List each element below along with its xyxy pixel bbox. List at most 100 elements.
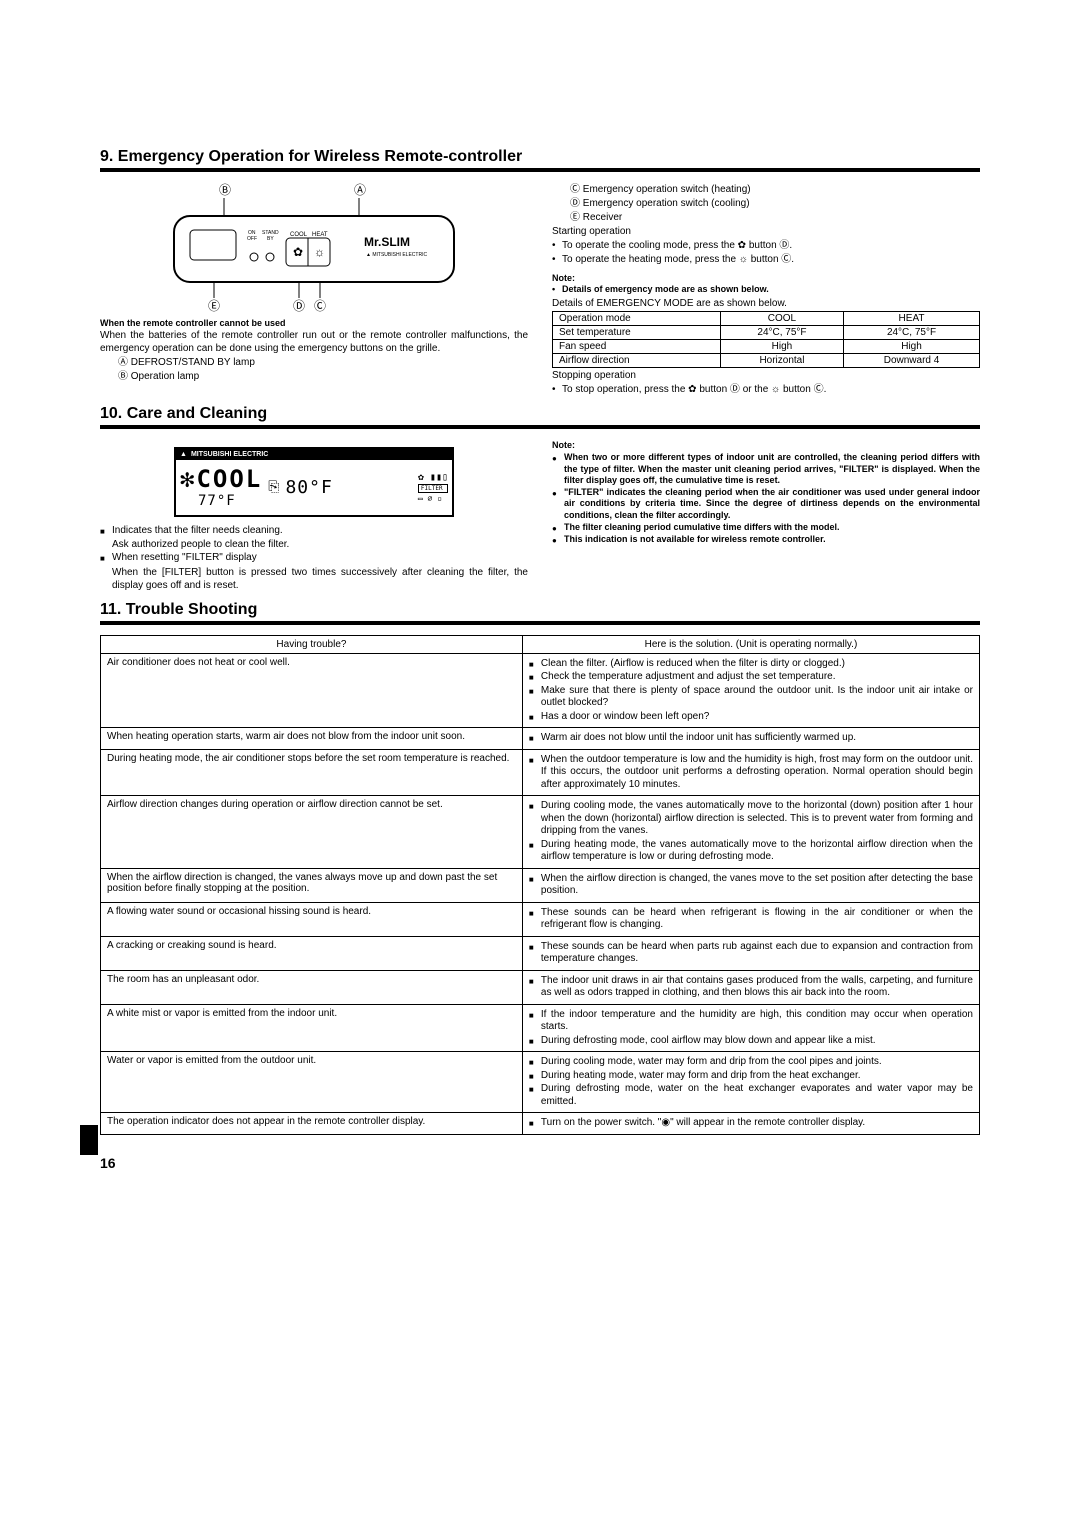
trouble-a: Warm air does not blow until the indoor …	[522, 728, 979, 750]
trouble-q: The room has an unpleasant odor.	[101, 970, 523, 1004]
side-tab	[80, 1125, 98, 1155]
legend-A: Ⓐ DEFROST/STAND BY lamp	[100, 356, 528, 369]
trouble-a-item: During cooling mode, the vanes automatic…	[529, 800, 973, 838]
table-intro: Details of EMERGENCY MODE are as shown b…	[552, 297, 980, 310]
em-r2c3: 24°C, 75°F	[844, 325, 980, 339]
note-list-9: Details of emergency mode are as shown b…	[552, 284, 980, 296]
em-r4c1: Airflow direction	[553, 353, 721, 367]
svg-text:☼: ☼	[314, 245, 325, 259]
legend-B: Ⓑ Operation lamp	[100, 370, 528, 383]
trouble-a-item: Check the temperature adjustment and adj…	[529, 671, 973, 684]
trouble-a: These sounds can be heard when refrigera…	[522, 902, 979, 936]
trouble-q: During heating mode, the air conditioner…	[101, 749, 523, 796]
legend-D: Ⓓ Emergency operation switch (cooling)	[552, 197, 980, 210]
trouble-table: Having trouble? Here is the solution. (U…	[100, 635, 980, 1135]
remote-body: When the batteries of the remote control…	[100, 329, 528, 355]
trouble-a-item: These sounds can be heard when parts rub…	[529, 941, 973, 966]
svg-text:Ⓒ: Ⓒ	[314, 299, 326, 312]
starting-heat: To operate the heating mode, press the ☼…	[552, 253, 980, 266]
lcd-temp: 77°F	[180, 493, 262, 509]
trouble-q: Water or vapor is emitted from the outdo…	[101, 1052, 523, 1113]
em-r4c3: Downward 4	[844, 353, 980, 367]
trouble-a-item: During cooling mode, water may form and …	[529, 1056, 973, 1069]
em-r1c2: COOL	[720, 311, 843, 325]
legend-E: Ⓔ Receiver	[552, 211, 980, 224]
th-right: Here is the solution. (Unit is operating…	[522, 635, 979, 653]
svg-text:✿: ✿	[293, 245, 303, 259]
trouble-a-item: During defrosting mode, cool airflow may…	[529, 1035, 973, 1048]
note-9-1: Details of emergency mode are as shown b…	[552, 284, 980, 296]
stop-bullet: To stop operation, press the ✿ button Ⓓ …	[552, 383, 980, 396]
rule9	[100, 168, 980, 172]
em-r1c3: HEAT	[844, 311, 980, 325]
trouble-a: When the outdoor temperature is low and …	[522, 749, 979, 796]
section9-title: 9. Emergency Operation for Wireless Remo…	[100, 148, 980, 166]
care-list: Indicates that the filter needs cleaning…	[100, 525, 528, 538]
rule11	[100, 621, 980, 625]
lcd-brand: MITSUBISHI ELECTRIC	[191, 451, 268, 458]
trouble-a: Turn on the power switch. "◉" will appea…	[522, 1113, 979, 1135]
page: 9. Emergency Operation for Wireless Remo…	[0, 0, 1080, 1231]
trouble-q: A white mist or vapor is emitted from th…	[101, 1004, 523, 1052]
n10-1: When two or more different types of indo…	[552, 452, 980, 486]
svg-text:HEAT: HEAT	[312, 232, 328, 238]
trouble-a-item: These sounds can be heard when refrigera…	[529, 907, 973, 932]
grille-diagram: Ⓑ Ⓐ ON OFF STAND BY	[100, 182, 528, 312]
trouble-a-item: During heating mode, water may form and …	[529, 1070, 973, 1083]
svg-text:Ⓔ: Ⓔ	[208, 299, 220, 312]
section9-right: Ⓒ Emergency operation switch (heating) Ⓓ…	[552, 182, 980, 397]
trouble-a: The indoor unit draws in air that contai…	[522, 970, 979, 1004]
trouble-a-item: Warm air does not blow until the indoor …	[529, 732, 973, 745]
section10-left: ▲ MITSUBISHI ELECTRIC ✻COOL 77°F ⎘ 80°F …	[100, 439, 528, 593]
lcd-set: 80°F	[285, 477, 332, 498]
section9-body: Ⓑ Ⓐ ON OFF STAND BY	[100, 182, 980, 397]
em-r1c1: Operation mode	[553, 311, 721, 325]
n10-2: "FILTER" indicates the cleaning period w…	[552, 487, 980, 521]
n10-3: The filter cleaning period cumulative ti…	[552, 522, 980, 533]
trouble-a: During cooling mode, water may form and …	[522, 1052, 979, 1113]
trouble-a-item: If the indoor temperature and the humidi…	[529, 1009, 973, 1034]
lcd-filter: FILTER	[418, 484, 448, 493]
stopping-label: Stopping operation	[552, 369, 980, 382]
legend-C: Ⓒ Emergency operation switch (heating)	[552, 183, 980, 196]
care-l1: Indicates that the filter needs cleaning…	[100, 525, 528, 538]
emergency-table: Operation modeCOOLHEAT Set temperature24…	[552, 311, 980, 368]
trouble-a-item: When the outdoor temperature is low and …	[529, 754, 973, 792]
trouble-q: When the airflow direction is changed, t…	[101, 868, 523, 902]
section10-title: 10. Care and Cleaning	[100, 405, 980, 423]
section10-body: ▲ MITSUBISHI ELECTRIC ✻COOL 77°F ⎘ 80°F …	[100, 439, 980, 593]
trouble-q: Airflow direction changes during operati…	[101, 796, 523, 869]
note-label-9: Note:	[552, 273, 980, 283]
em-r4c2: Horizontal	[720, 353, 843, 367]
section11-title: 11. Trouble Shooting	[100, 601, 980, 619]
trouble-a: When the airflow direction is changed, t…	[522, 868, 979, 902]
lcd-mode: ✻COOL	[180, 465, 262, 493]
rule10	[100, 425, 980, 429]
trouble-a-item: Make sure that there is plenty of space …	[529, 685, 973, 710]
lcd-display: ▲ MITSUBISHI ELECTRIC ✻COOL 77°F ⎘ 80°F …	[174, 447, 454, 517]
em-r3c2: High	[720, 339, 843, 353]
starting-label: Starting operation	[552, 225, 980, 238]
stopping-list: To stop operation, press the ✿ button Ⓓ …	[552, 383, 980, 396]
starting-cool: To operate the cooling mode, press the ✿…	[552, 239, 980, 252]
trouble-q: A cracking or creaking sound is heard.	[101, 936, 523, 970]
svg-text:BY: BY	[267, 236, 274, 242]
em-r3c1: Fan speed	[553, 339, 721, 353]
care-l4: When the [FILTER] button is pressed two …	[100, 566, 528, 592]
em-r2c1: Set temperature	[553, 325, 721, 339]
starting-list: To operate the cooling mode, press the ✿…	[552, 239, 980, 266]
trouble-a-item: Turn on the power switch. "◉" will appea…	[529, 1117, 973, 1130]
note-block-10: When two or more different types of indo…	[552, 452, 980, 545]
trouble-q: A flowing water sound or occasional hiss…	[101, 902, 523, 936]
care-l2: Ask authorized people to clean the filte…	[100, 538, 528, 551]
trouble-a: These sounds can be heard when parts rub…	[522, 936, 979, 970]
label-A: Ⓐ	[354, 183, 366, 197]
label-B: Ⓑ	[219, 183, 231, 197]
trouble-a-item: During defrosting mode, water on the hea…	[529, 1083, 973, 1108]
trouble-a: If the indoor temperature and the humidi…	[522, 1004, 979, 1052]
em-r2c2: 24°C, 75°F	[720, 325, 843, 339]
trouble-a: Clean the filter. (Airflow is reduced wh…	[522, 653, 979, 728]
lcd-body: ✻COOL 77°F ⎘ 80°F ✿ ▮▮▯ FILTER ▭ ⌀ ▫	[176, 460, 452, 515]
trouble-a-item: The indoor unit draws in air that contai…	[529, 975, 973, 1000]
trouble-q: Air conditioner does not heat or cool we…	[101, 653, 523, 728]
